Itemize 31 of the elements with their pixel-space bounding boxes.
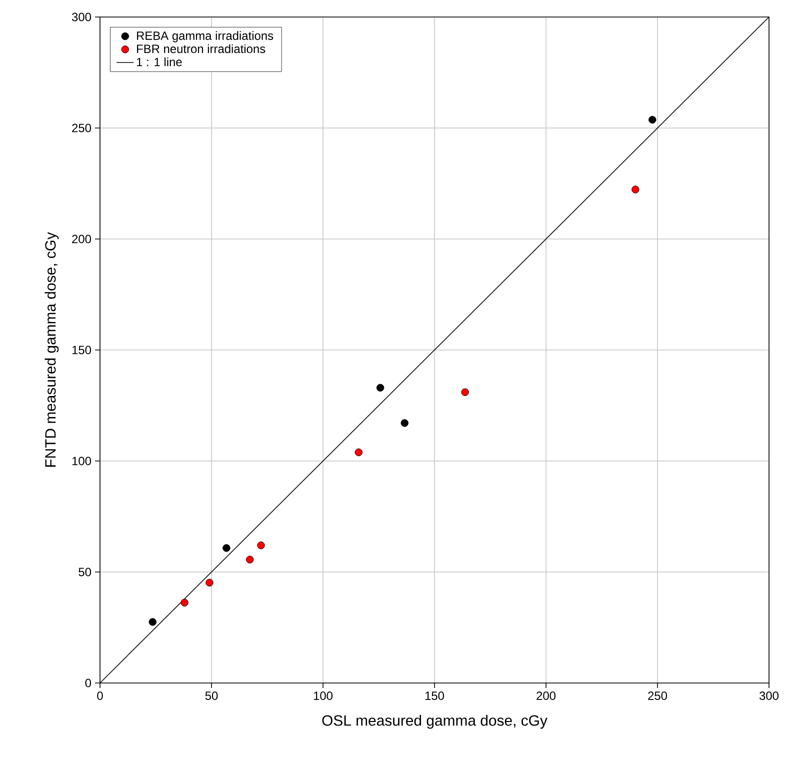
y-tick-label: 50 xyxy=(78,568,92,576)
x-axis-title: OSL measured gamma dose, cGy xyxy=(322,714,548,729)
legend-label: 1 : 1 line xyxy=(136,57,182,66)
legend-label: REBA gamma irradiations xyxy=(137,31,274,42)
point xyxy=(148,618,156,626)
point xyxy=(206,578,214,587)
point xyxy=(461,388,469,396)
point xyxy=(222,544,230,552)
y-tick-label: 100 xyxy=(72,456,92,466)
y-axis-title: FNTD measured gamma dose, cGy xyxy=(44,232,59,467)
y-tick-label: 250 xyxy=(72,124,92,132)
y-tick-label: 0 xyxy=(85,678,92,688)
x-tick-label: 0 xyxy=(97,692,103,700)
y-tick-label: 150 xyxy=(72,346,92,354)
point xyxy=(648,116,656,124)
point xyxy=(354,448,363,456)
x-tick-label: 150 xyxy=(425,692,444,700)
point xyxy=(376,384,384,392)
x-tick-label: 100 xyxy=(314,692,333,700)
point xyxy=(257,542,265,550)
point xyxy=(180,598,188,606)
point xyxy=(246,556,254,564)
x-tick-label: 50 xyxy=(205,692,218,700)
point xyxy=(400,419,408,427)
y-tick-label: 200 xyxy=(72,234,92,244)
point xyxy=(632,186,640,194)
legend-label: FBR neutron irradiations xyxy=(137,44,266,54)
x-tick-label: 250 xyxy=(648,692,668,700)
y-tick-label: 300 xyxy=(72,12,92,22)
x-tick-label: 300 xyxy=(759,692,779,700)
x-tick-label: 200 xyxy=(536,692,556,700)
